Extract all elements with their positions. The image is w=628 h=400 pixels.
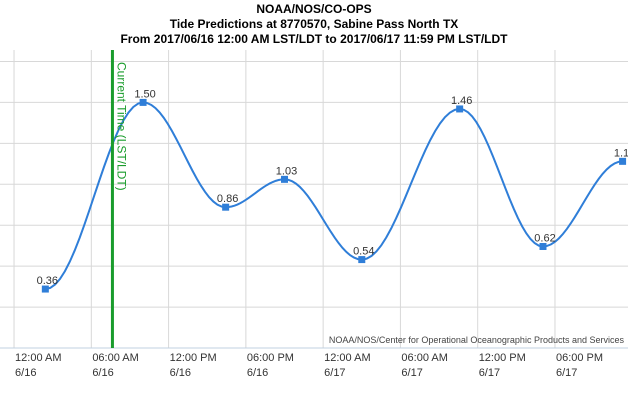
point xyxy=(456,105,464,113)
value-label: 0.86 xyxy=(217,193,238,205)
point xyxy=(139,98,147,106)
x-tick-label: 12:00 AM xyxy=(324,352,370,364)
value-label: 0.62 xyxy=(534,232,555,244)
value-label: 0.54 xyxy=(353,246,374,258)
x-tick-label: 12:00 PM xyxy=(479,352,526,364)
value-label: 1.14 xyxy=(614,147,628,159)
point xyxy=(41,285,49,293)
x-tick-date: 6/17 xyxy=(556,367,577,379)
x-tick-date: 6/17 xyxy=(401,367,422,379)
x-tick-label: 06:00 PM xyxy=(247,352,294,364)
current-time-label: Current Time (LST/LDT) xyxy=(114,62,128,191)
value-label: 0.36 xyxy=(37,275,58,287)
x-tick-date: 6/17 xyxy=(479,367,500,379)
chart-title: NOAA/NOS/CO-OPS xyxy=(256,2,371,16)
point xyxy=(222,203,230,211)
chart-subtitle: Tide Predictions at 8770570, Sabine Pass… xyxy=(170,17,459,31)
x-tick-label: 06:00 PM xyxy=(556,352,603,364)
x-tick-date: 6/16 xyxy=(247,367,268,379)
x-tick-date: 6/16 xyxy=(15,367,36,379)
credit: NOAA/NOS/Center for Operational Oceanogr… xyxy=(329,335,625,345)
x-tick-label: 12:00 PM xyxy=(170,352,217,364)
point xyxy=(281,175,289,183)
x-tick-label: 12:00 AM xyxy=(15,352,61,364)
x-tick-label: 06:00 AM xyxy=(92,352,138,364)
point xyxy=(358,256,366,264)
x-tick-label: 06:00 AM xyxy=(401,352,447,364)
x-tick-date: 6/16 xyxy=(170,367,191,379)
x-tick-date: 6/17 xyxy=(324,367,345,379)
chart-subtitle: From 2017/06/16 12:00 AM LST/LDT to 2017… xyxy=(120,32,508,46)
value-label: 1.46 xyxy=(451,95,472,107)
x-tick-date: 6/16 xyxy=(92,367,113,379)
value-label: 1.03 xyxy=(276,165,297,177)
value-label: 1.50 xyxy=(134,88,155,100)
point xyxy=(619,157,627,165)
point xyxy=(539,242,547,250)
tide-line xyxy=(45,101,623,291)
